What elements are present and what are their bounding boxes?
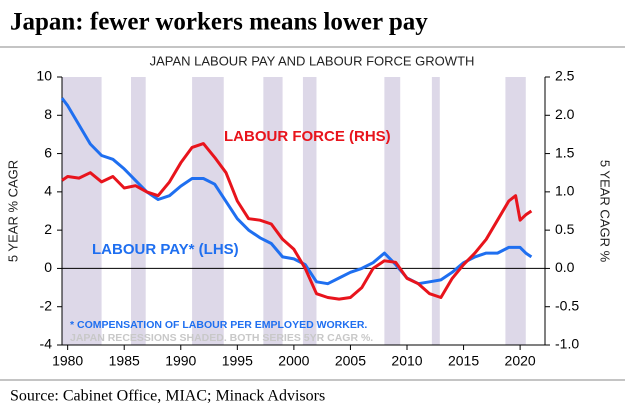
y2-tick-label: 2.0: [555, 106, 575, 122]
y2-tick-label: 1.5: [555, 144, 575, 160]
x-tick-label: 1980: [52, 353, 83, 369]
y-tick-label: 4: [44, 183, 52, 199]
source: Source: Cabinet Office, MIAC; Minack Adv…: [10, 388, 325, 405]
recession-band: [192, 77, 224, 345]
annotation: LABOUR PAY* (LHS): [92, 241, 239, 258]
recession-band: [302, 77, 317, 345]
y2-tick-label: -0.5: [555, 297, 579, 313]
chart-title: JAPAN LABOUR PAY AND LABOUR FORCE GROWTH: [150, 53, 475, 68]
x-tick-label: 1995: [222, 353, 253, 369]
recession-band: [431, 77, 440, 345]
x-tick-label: 1990: [165, 353, 196, 369]
y2-tick-label: 0.0: [555, 259, 575, 275]
y-axis-label: 5 YEAR % CAGR: [5, 160, 20, 262]
y-tick-label: 2: [44, 221, 52, 237]
y2-tick-label: 2.5: [555, 68, 575, 84]
recession-band: [263, 77, 283, 345]
y-tick-label: -4: [40, 336, 53, 352]
y2-tick-label: 0.5: [555, 221, 575, 237]
y-tick-label: -2: [40, 297, 53, 313]
recession-band: [505, 77, 526, 345]
y-tick-label: 0: [44, 259, 52, 275]
series-line: [61, 142, 533, 301]
y-tick-label: 6: [44, 144, 52, 160]
y2-axis-label: 5 YEAR CAGR %: [598, 160, 613, 263]
x-tick-label: 2015: [448, 353, 479, 369]
recession-band: [62, 77, 102, 345]
y2-tick-label: -1.0: [555, 336, 579, 352]
page-title: Japan: fewer workers means lower pay: [10, 9, 428, 36]
annotation: LABOUR FORCE (RHS): [224, 128, 391, 145]
annotation: JAPAN RECESSIONS SHADED. BOTH SERIES 5YR…: [70, 332, 373, 344]
recession-band: [384, 77, 401, 345]
x-tick-label: 2000: [278, 353, 309, 369]
x-tick-label: 2010: [391, 353, 422, 369]
annotation: * COMPENSATION OF LABOUR PER EMPLOYED WO…: [70, 319, 367, 331]
x-tick-label: 2005: [335, 353, 366, 369]
x-tick-label: 2020: [505, 353, 536, 369]
recession-band: [131, 77, 146, 345]
y-tick-label: 10: [36, 68, 52, 84]
x-tick-label: 1985: [109, 353, 140, 369]
y-tick-label: 8: [44, 106, 52, 122]
y2-tick-label: 1.0: [555, 183, 575, 199]
